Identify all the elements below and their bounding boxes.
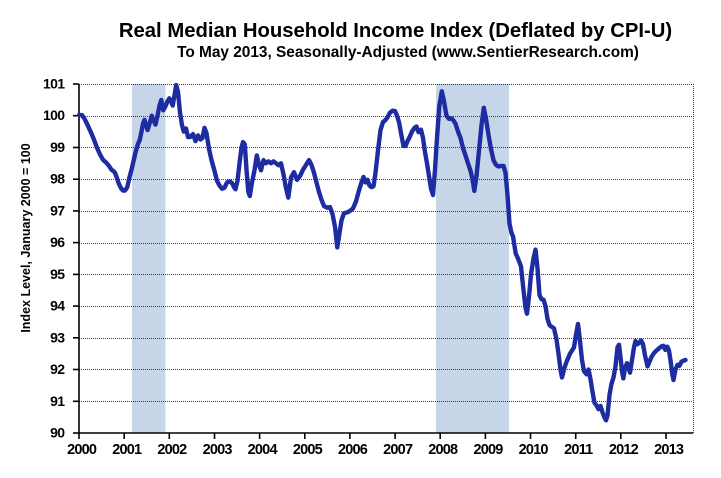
svg-text:2007: 2007	[383, 442, 413, 458]
svg-text:101: 101	[43, 76, 65, 92]
svg-text:2004: 2004	[248, 442, 278, 458]
svg-text:Index Level, January 2000 = 10: Index Level, January 2000 = 100	[19, 143, 33, 332]
svg-text:2006: 2006	[338, 442, 368, 458]
svg-text:95: 95	[50, 266, 65, 282]
svg-text:94: 94	[50, 298, 65, 314]
svg-text:2002: 2002	[157, 442, 187, 458]
svg-text:2005: 2005	[293, 442, 323, 458]
svg-text:2010: 2010	[519, 442, 549, 458]
svg-text:2012: 2012	[609, 442, 639, 458]
svg-text:2011: 2011	[564, 442, 593, 458]
svg-text:90: 90	[50, 425, 65, 441]
svg-text:98: 98	[50, 171, 65, 187]
svg-text:96: 96	[50, 234, 65, 250]
svg-text:2000: 2000	[67, 442, 97, 458]
svg-text:97: 97	[50, 202, 65, 218]
svg-text:91: 91	[50, 393, 65, 409]
svg-text:2009: 2009	[473, 442, 503, 458]
svg-text:2001: 2001	[112, 442, 142, 458]
svg-text:99: 99	[50, 139, 65, 155]
svg-text:100: 100	[43, 107, 65, 123]
svg-text:2003: 2003	[203, 442, 233, 458]
svg-text:2008: 2008	[428, 442, 458, 458]
svg-text:93: 93	[50, 329, 65, 345]
svg-text:2013: 2013	[654, 442, 684, 458]
svg-text:92: 92	[50, 361, 65, 377]
